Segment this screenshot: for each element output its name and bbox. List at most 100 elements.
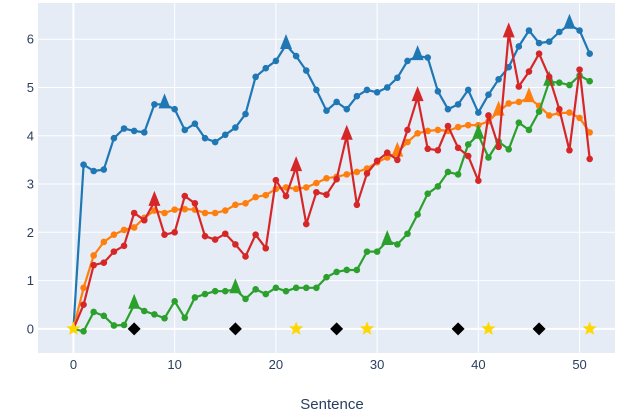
series-4-point <box>120 242 128 250</box>
x-tick-label: 50 <box>572 357 586 372</box>
series-3-triangle-marker <box>381 230 394 245</box>
series-3-point <box>414 211 421 218</box>
series-1-point <box>383 84 391 91</box>
series-3-point <box>505 145 513 153</box>
series-2-point <box>90 252 97 259</box>
series-2-triangle-marker <box>522 87 535 103</box>
series-2-point <box>120 226 128 234</box>
series-4-point <box>353 201 361 209</box>
y-tick-label: 3 <box>27 177 34 192</box>
series-4-point <box>383 149 391 156</box>
series-layer <box>70 13 593 335</box>
series-4-point <box>323 191 330 198</box>
series-1-point <box>221 131 229 139</box>
series-4-point <box>434 146 442 154</box>
series-1-point <box>120 125 128 132</box>
series-1-point <box>475 109 482 116</box>
series-3-point <box>363 248 371 255</box>
series-3-point <box>464 141 472 148</box>
series-3-point <box>252 285 259 293</box>
series-3-point <box>333 268 340 276</box>
series-4-triangle-marker <box>340 124 353 140</box>
series-4-point <box>535 50 543 57</box>
series-3-point <box>586 77 593 85</box>
series-3-triangle-marker <box>128 293 141 309</box>
series-3-point <box>454 171 462 178</box>
series-1-point <box>576 27 583 34</box>
series-2-point <box>242 200 249 207</box>
series-2-point <box>130 224 138 231</box>
series-1-point <box>373 89 381 96</box>
series-4-point <box>424 145 432 153</box>
series-1-point <box>151 101 158 108</box>
series-3-point <box>80 327 87 335</box>
series-1-triangle-marker <box>563 13 576 29</box>
series-2-point <box>262 191 270 199</box>
series-2-point <box>161 209 168 217</box>
series-2-point <box>292 185 300 193</box>
series-1-point <box>90 167 97 175</box>
series-2-point <box>434 126 442 134</box>
diamond-marker <box>228 322 242 336</box>
series-4-point <box>464 152 472 160</box>
series-2-point <box>80 284 87 292</box>
series-4-point <box>272 176 280 184</box>
series-3-point <box>151 311 158 318</box>
series-1-point <box>201 134 209 142</box>
series-3-point <box>434 183 442 190</box>
series-2-point <box>505 100 513 107</box>
series-4-point <box>495 143 502 151</box>
series-3-point <box>171 298 178 305</box>
series-2-point <box>221 207 229 214</box>
series-1-point <box>434 88 442 95</box>
series-1-point <box>262 64 270 72</box>
series-4-point <box>191 200 199 207</box>
series-2-point <box>383 154 391 161</box>
series-2-point <box>586 129 593 136</box>
series-1-point <box>191 120 199 127</box>
series-2-point <box>464 121 472 129</box>
series-3-point <box>404 230 411 238</box>
series-4-point <box>161 231 168 239</box>
series-1-point <box>444 105 452 113</box>
series-4-triangle-marker <box>502 22 515 38</box>
series-1-point <box>100 166 108 173</box>
y-tick-label: 1 <box>27 273 34 288</box>
series-2-point <box>576 114 583 122</box>
series-2-point <box>414 130 421 137</box>
series-1-point <box>525 27 533 34</box>
series-4-point <box>394 156 401 164</box>
series-3-point <box>424 190 432 197</box>
series-4-point <box>140 216 148 224</box>
series-1-triangle-marker <box>158 93 171 109</box>
series-3-point <box>292 284 300 292</box>
series-4-point <box>90 261 97 269</box>
series-3-point <box>343 266 351 274</box>
series-3-point <box>282 287 290 295</box>
series-4-point <box>100 259 108 267</box>
series-1-point <box>353 92 361 100</box>
series-2-point <box>566 109 573 116</box>
series-3-point <box>140 307 148 315</box>
series-4-point <box>525 68 533 75</box>
series-3-point <box>535 108 543 115</box>
series-4-point <box>485 112 492 119</box>
series-1-point <box>272 57 280 65</box>
series-1-point <box>495 75 502 83</box>
series-4-point <box>475 177 482 184</box>
series-4-point <box>80 301 87 309</box>
series-2-point <box>454 123 462 131</box>
series-4-triangle-marker <box>290 156 303 172</box>
series-1-point <box>252 73 259 81</box>
series-4-point <box>171 229 178 236</box>
series-1-point <box>171 105 178 113</box>
x-tick-label: 30 <box>370 357 384 372</box>
series-3-point <box>262 290 270 298</box>
series-2-point <box>110 231 118 239</box>
series-2-point <box>515 98 523 106</box>
series-4-point <box>242 253 249 260</box>
series-4-point <box>201 232 209 240</box>
series-1-point <box>515 43 523 50</box>
series-2-point <box>171 206 178 213</box>
